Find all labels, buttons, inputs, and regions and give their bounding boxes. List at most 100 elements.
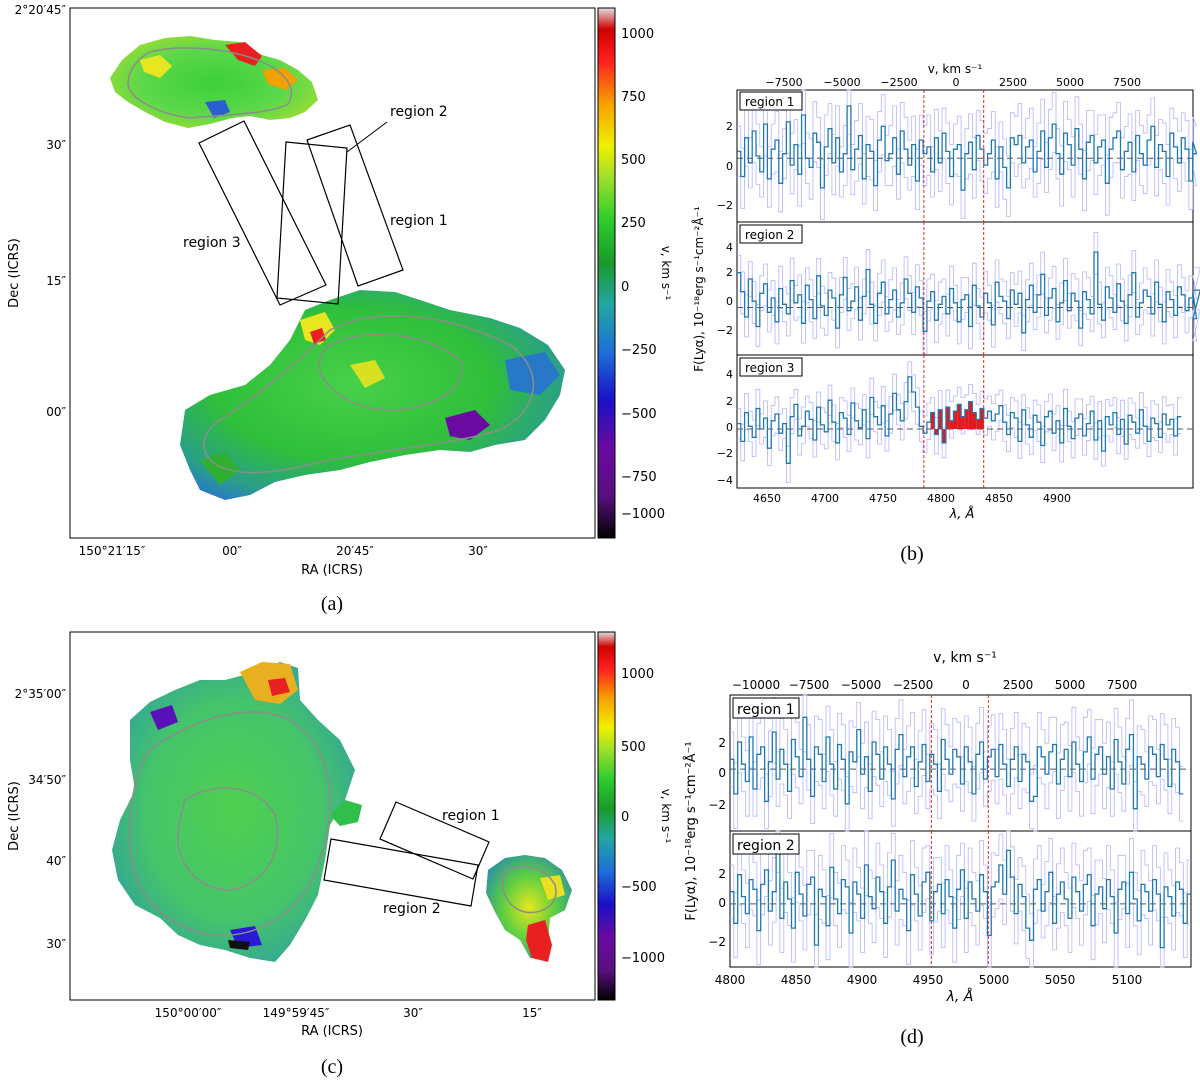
panel-c-cbar-tick: 1000 (621, 667, 654, 682)
panel-b-xticks: 4650 4700 4750 4800 4850 4900 (753, 492, 1071, 505)
panel-d-top-tick: 0 (962, 678, 970, 692)
panel-c: region 1 region 2 150°00′00″ 149°59′45″ … (7, 631, 673, 1039)
panel-d-region-2-plot (730, 830, 1191, 968)
panel-b-region-3-highlight-bar (953, 411, 958, 430)
panel-c-contour-2 (176, 787, 279, 891)
panel-c-xlabel: RA (ICRS) (301, 1024, 363, 1039)
panel-b-region-3-highlight-bar (957, 404, 962, 430)
panel-c-ytick: 40″ (46, 854, 66, 868)
panel-c-cbar-tick: 0 (621, 810, 629, 825)
panel-b-region-2-tag (739, 224, 803, 244)
panel-a-colorbar-ticks: 1000 750 500 250 0 −250 −500 −750 −1000 (621, 27, 665, 522)
panel-d-top-axis-label: v, km s⁻¹ (933, 650, 997, 666)
panel-a-region-1-label: region 1 (390, 213, 448, 229)
panel-b-region-3-highlight-bar (938, 409, 943, 430)
panel-c-purplespot (150, 705, 178, 730)
caption-d: (d) (900, 1026, 923, 1048)
panel-c-xtick: 15″ (522, 1006, 542, 1020)
panel-a-purplespot (445, 410, 490, 440)
panel-a-colorbar-label: v, km s⁻¹ (659, 246, 673, 301)
panel-c-contour-3 (502, 865, 557, 914)
panel-d-region-2-label: region 2 (737, 838, 795, 854)
panel-b-ytick: 2 (726, 266, 733, 279)
panel-b-ylabel: F(Lyα), 10⁻¹⁸erg s⁻¹cm⁻²Å⁻¹ (691, 206, 706, 372)
panel-a-region-1-box (306, 124, 404, 287)
panel-d-ylabel: F(Lyα), 10⁻¹⁸erg s⁻¹cm⁻²Å⁻¹ (683, 741, 699, 920)
panel-b-region-3-plot (737, 355, 1193, 488)
caption-a: (a) (321, 593, 343, 615)
panel-b-ytick: 0 (726, 295, 733, 308)
panel-b-top-tick: 5000 (1056, 76, 1084, 89)
panel-b-region-3-error-upper (737, 361, 1182, 447)
panel-a-contour-2 (203, 315, 535, 474)
panel-c-redspot-1 (268, 678, 290, 696)
panel-d-top-tick: −7500 (789, 678, 830, 692)
panel-c-cbar-tick: −1000 (621, 951, 665, 966)
panel-b: v, km s⁻¹ −7500 −5000 −2500 0 2500 5000 … (691, 62, 1200, 522)
panel-a-yellowspot-3 (350, 360, 385, 388)
panel-d-region-1-error-upper (730, 694, 1184, 782)
panel-a-yellowspot-2 (300, 312, 335, 345)
panel-a-redspot-2 (310, 328, 326, 344)
panel-c-darkspot (228, 940, 250, 950)
panel-d-xtick: 5000 (979, 973, 1010, 987)
panel-a-region-3-label: region 3 (183, 235, 241, 251)
panel-a-xtick: 30″ (468, 544, 488, 558)
panel-b-region-1-spectrum-line (737, 105, 1198, 191)
panel-c-region-1-box (379, 801, 490, 880)
panel-b-ytick: −2 (717, 324, 733, 337)
panel-a-contour-1 (127, 47, 293, 119)
panel-b-top-tick: 7500 (1113, 76, 1141, 89)
panel-a-cbar-tick: −750 (621, 470, 657, 485)
panel-a: region 2 region 1 region 3 150°21′15″ 00… (7, 3, 673, 578)
panel-d-ytick: 0 (718, 766, 726, 780)
panel-b-xtick: 4900 (1043, 492, 1071, 505)
panel-d-region-2-spectrum-line (730, 844, 1191, 949)
panel-a-ytick: 15″ (46, 274, 66, 288)
panel-d: v, km s⁻¹ −10000 −7500 −5000 −2500 0 250… (683, 650, 1192, 1005)
panel-b-top-tick: −5000 (823, 76, 860, 89)
panel-b-ytick: 0 (726, 421, 733, 434)
panel-b-region-3-highlight-bar (930, 412, 935, 430)
panel-d-region-1-spectrum-line (730, 716, 1184, 810)
panel-d-top-tick: −5000 (841, 678, 882, 692)
panel-d-yticks: 2 0 −2 2 0 −2 (708, 736, 726, 949)
panel-d-ytick: 2 (718, 736, 726, 750)
panel-a-cbar-tick: −1000 (621, 507, 665, 522)
panel-a-colorbar (597, 7, 616, 539)
panel-a-cbar-tick: 500 (621, 153, 646, 168)
panel-b-region-2-error-upper (737, 231, 1200, 316)
panel-d-ytick: −2 (708, 935, 726, 949)
panel-a-yellowspot-1 (140, 55, 172, 78)
panel-d-region-2-tag (732, 833, 800, 855)
panel-b-region-3-highlight-bar (942, 429, 946, 443)
caption-c: (c) (321, 1056, 343, 1078)
caption-b: (b) (900, 543, 923, 565)
panel-b-region-3-label: region 3 (745, 361, 794, 375)
panel-a-region-3-box (198, 120, 327, 306)
panel-b-xtick: 4850 (985, 492, 1013, 505)
panel-d-top-tick: −2500 (893, 678, 934, 692)
panel-b-top-ticks: −7500 −5000 −2500 0 2500 5000 7500 (765, 76, 1141, 89)
panel-b-ytick: 4 (726, 241, 733, 254)
panel-b-ytick: 2 (726, 120, 733, 133)
panel-d-xtick: 4950 (913, 973, 944, 987)
panel-c-colorbar-ticks: 1000 500 0 −500 −1000 (621, 667, 665, 966)
panel-d-region-1-plot (730, 694, 1191, 832)
panel-b-region-3-highlight-bar (964, 409, 969, 430)
panel-a-ytick: 30″ (46, 138, 66, 152)
panel-a-xtick: 00″ (222, 544, 242, 558)
panel-c-colorbar-label: v, km s⁻¹ (659, 789, 673, 844)
panel-d-region-1-error-lower (730, 751, 1184, 832)
panel-c-region-2-box (323, 838, 479, 907)
panel-d-xtick: 4800 (715, 973, 746, 987)
panel-a-contour-3 (318, 333, 463, 411)
panel-c-cbar-tick: 500 (621, 740, 646, 755)
panel-d-xlabel: λ, Å (946, 988, 974, 1005)
panel-d-top-ticks: −10000 −7500 −5000 −2500 0 2500 5000 750… (732, 678, 1137, 692)
panel-d-ytick: −2 (708, 798, 726, 812)
panel-b-region-2-error-lower (737, 273, 1200, 354)
panel-b-region-2-spectrum-line (737, 251, 1200, 334)
panel-a-redspot-1 (225, 42, 262, 66)
panel-c-redspot-2 (526, 920, 552, 962)
